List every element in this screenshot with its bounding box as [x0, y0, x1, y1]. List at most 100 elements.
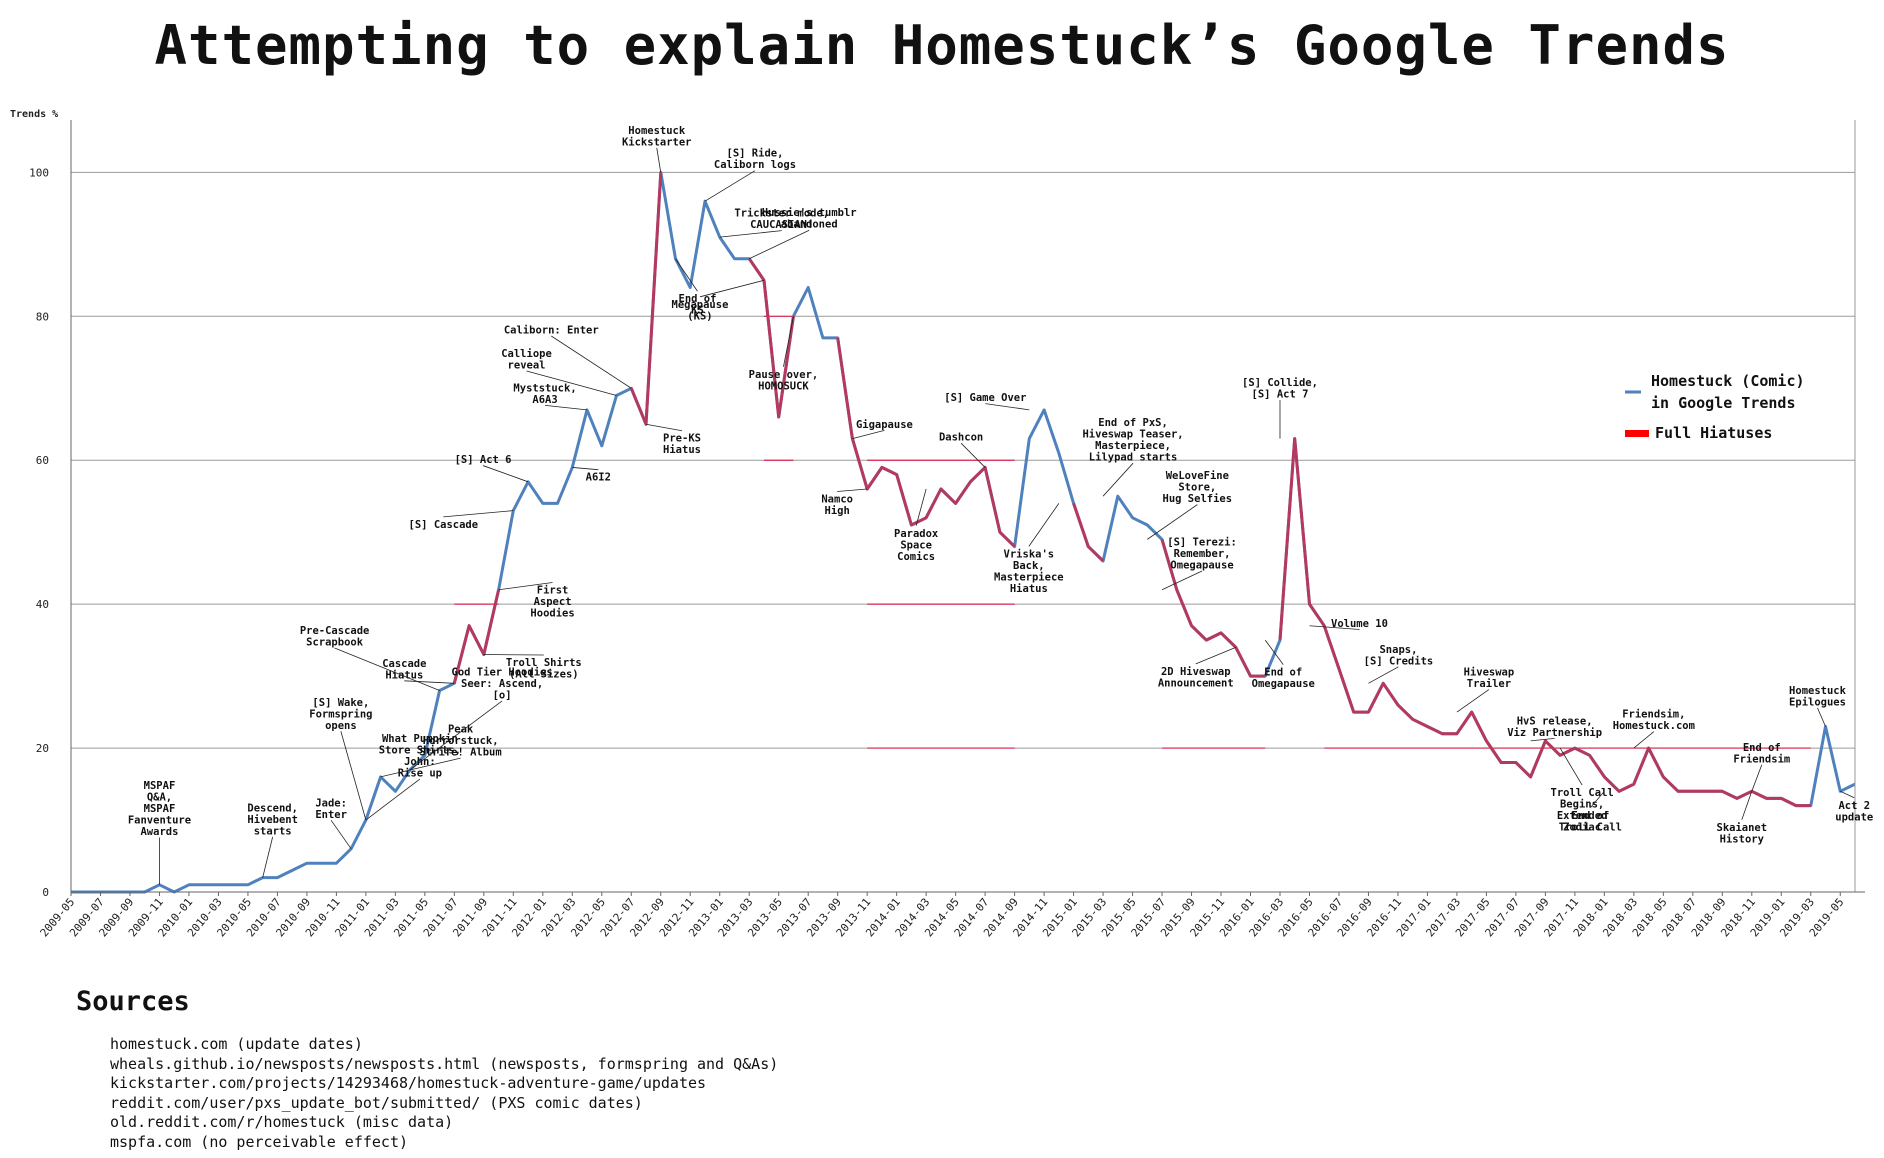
annotation-text: Caliborn logs: [714, 159, 796, 171]
annotation-text: First: [537, 585, 569, 597]
source-item: kickstarter.com/projects/14293468/homest…: [110, 1074, 707, 1092]
annotation-text: End of: [679, 293, 717, 305]
annotation-text: [S] Collide,: [1242, 377, 1318, 389]
annotation-text: Homestuck.com: [1613, 720, 1695, 732]
annotation-text: CAUCASIAN!: [750, 219, 813, 231]
annotation-text: Namco: [821, 494, 853, 506]
annotation-text: Calliope: [501, 348, 552, 360]
annotation-text: reveal: [508, 359, 546, 371]
annotation-text: History: [1720, 833, 1765, 845]
annotation-leader: [1161, 570, 1203, 591]
annotation-text: Hiatus: [385, 669, 423, 681]
annotation-text: Announcement: [1158, 677, 1234, 689]
y-tick-label: 0: [42, 886, 49, 899]
annotation-leader: [409, 700, 503, 770]
annotation-leader: [1264, 639, 1284, 665]
series-line-homestuck: [71, 170, 1856, 894]
annotation-leader: [1633, 731, 1655, 749]
annotation-text: Peak: [448, 724, 474, 736]
annotation-text: Myststuck,: [513, 382, 576, 394]
annotation-leader: [1751, 764, 1763, 792]
annotation-text: (KS): [687, 310, 712, 322]
annotation-leader: [699, 279, 765, 298]
hiatus-segment: [836, 337, 1016, 548]
annotation-leader: [482, 465, 529, 483]
y-tick-label: 100: [29, 166, 49, 179]
annotation-leader: [719, 230, 782, 238]
annotation-text: Comics: [897, 551, 935, 563]
annotation-text: Awards: [140, 826, 178, 838]
annotation-text: opens: [325, 720, 357, 732]
annotation-leader: [837, 488, 868, 492]
annotation-text: Q&A,: [147, 792, 172, 804]
annotation-leader: [443, 510, 514, 518]
annotation-text: Extended: [1557, 810, 1608, 822]
annotation-text: Hiveswap Teaser,: [1082, 429, 1183, 441]
annotation-text: Jade:: [315, 797, 347, 809]
source-item: old.reddit.com/r/homestuck (misc data): [110, 1113, 454, 1131]
hiatus-segment: [1160, 538, 1266, 678]
annotation-text: Skaianet: [1717, 822, 1768, 834]
annotation-leader: [1195, 646, 1236, 665]
annotation-text: Hivebent: [247, 814, 298, 826]
annotation-text: Seer: Ascend,: [461, 678, 543, 690]
annotation-text: MSPAF: [144, 803, 176, 815]
annotation-leader: [262, 836, 274, 878]
annotation-text: [S] Cascade: [409, 519, 479, 531]
annotation-text: Gigapause: [856, 419, 913, 431]
annotation-leader: [483, 654, 544, 656]
annotation-leader: [1590, 790, 1605, 809]
hiatus-segment: [629, 172, 663, 426]
annotation-text: Epilogues: [1789, 696, 1846, 708]
annotation-leader: [544, 404, 588, 411]
annotation-text: update: [1835, 811, 1873, 823]
annotation-leader: [656, 147, 662, 173]
annotation-leader: [1741, 791, 1753, 820]
annotation-leader: [675, 258, 698, 292]
y-tick-label: 20: [36, 742, 49, 755]
source-item: reddit.com/user/pxs_update_bot/submitted…: [110, 1093, 643, 1112]
annotation-text: HvS release,: [1517, 715, 1593, 727]
annotation-text: MSPAF: [144, 780, 176, 792]
annotation-text: Troll Call: [1559, 821, 1622, 833]
annotation-leader: [915, 488, 927, 526]
annotation-text: Homestuck: [1789, 685, 1847, 697]
annotation-text: Friendsim,: [1622, 709, 1685, 721]
annotation-text: Store,: [1178, 482, 1216, 494]
annotation-text: Act 2: [1838, 800, 1870, 812]
annotation-text: End of: [1571, 810, 1609, 822]
annotation-text: Homestuck: [628, 125, 686, 137]
annotation-text: A6A3: [532, 394, 557, 406]
annotation-text: [S] Act 7: [1252, 389, 1309, 401]
annotation-leader: [330, 820, 352, 850]
annotation-text: A6I2: [586, 472, 611, 484]
annotation-text: Troll Call: [1551, 787, 1614, 799]
annotation-leader: [704, 170, 756, 202]
annotation-text: Megapause: [672, 299, 729, 311]
annotation-leader: [551, 335, 632, 389]
annotation-text: 2D Hiveswap: [1161, 666, 1231, 678]
annotation-text: Aspect: [534, 596, 572, 608]
legend-label-hiatus: Full Hiatuses: [1655, 424, 1772, 442]
annotation-text: [S] Act 6: [455, 454, 512, 466]
annotation-text: Snaps,: [1379, 644, 1417, 656]
annotation-text: Masterpiece: [994, 571, 1064, 583]
annotation-leader: [498, 582, 553, 591]
legend-label-homestuck-line2: in Google Trends: [1651, 394, 1796, 412]
annotation-text: Caliborn: Enter: [504, 325, 599, 337]
annotation-leader: [783, 316, 794, 367]
source-item: mspfa.com (no perceivable effect): [110, 1132, 409, 1151]
annotation-leader: [852, 429, 885, 440]
annotation-text: Zodiac: [1563, 822, 1601, 834]
annotation-leader: [572, 467, 599, 471]
annotation-text: What Pumpkin: [382, 733, 458, 745]
annotation-text: HOMOSUCK: [758, 380, 809, 392]
annotation-leader: [1456, 689, 1490, 713]
annotation-leader: [1559, 747, 1583, 786]
annotation-leader: [1028, 503, 1060, 547]
annotation-leader: [1840, 790, 1855, 799]
annotation-leader: [1309, 625, 1360, 630]
annotation-leader: [985, 403, 1030, 411]
annotation-leader: [645, 423, 683, 432]
annotation-text: Hiatus: [663, 444, 701, 456]
